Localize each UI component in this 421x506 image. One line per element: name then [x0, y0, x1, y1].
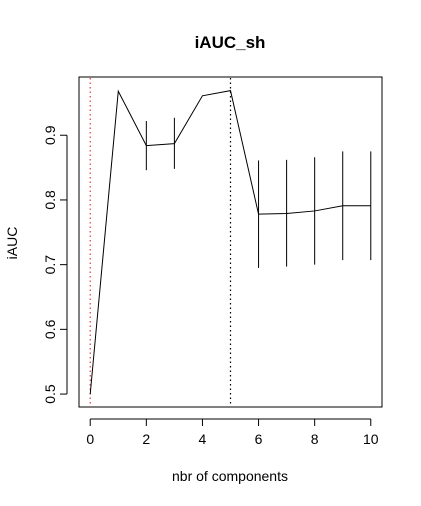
y-tick-label: 0.8 [42, 190, 58, 210]
y-tick-label: 0.6 [42, 319, 58, 339]
series-line-0 [89, 89, 371, 395]
y-axis-label: iAUC [4, 227, 20, 260]
x-tick-label: 10 [363, 431, 379, 447]
plot-frame [78, 76, 383, 408]
x-tick-label: 6 [255, 431, 263, 447]
y-tick-label: 0.9 [42, 125, 58, 145]
x-tick-label: 8 [311, 431, 319, 447]
x-tick-label: 2 [142, 431, 150, 447]
y-tick-label: 0.7 [42, 255, 58, 275]
chart-title: iAUC_sh [195, 33, 266, 52]
y-tick-label: 0.5 [42, 384, 58, 404]
x-tick-label: 0 [86, 431, 94, 447]
x-axis-label: nbr of components [172, 468, 288, 484]
x-tick-label: 4 [199, 431, 207, 447]
